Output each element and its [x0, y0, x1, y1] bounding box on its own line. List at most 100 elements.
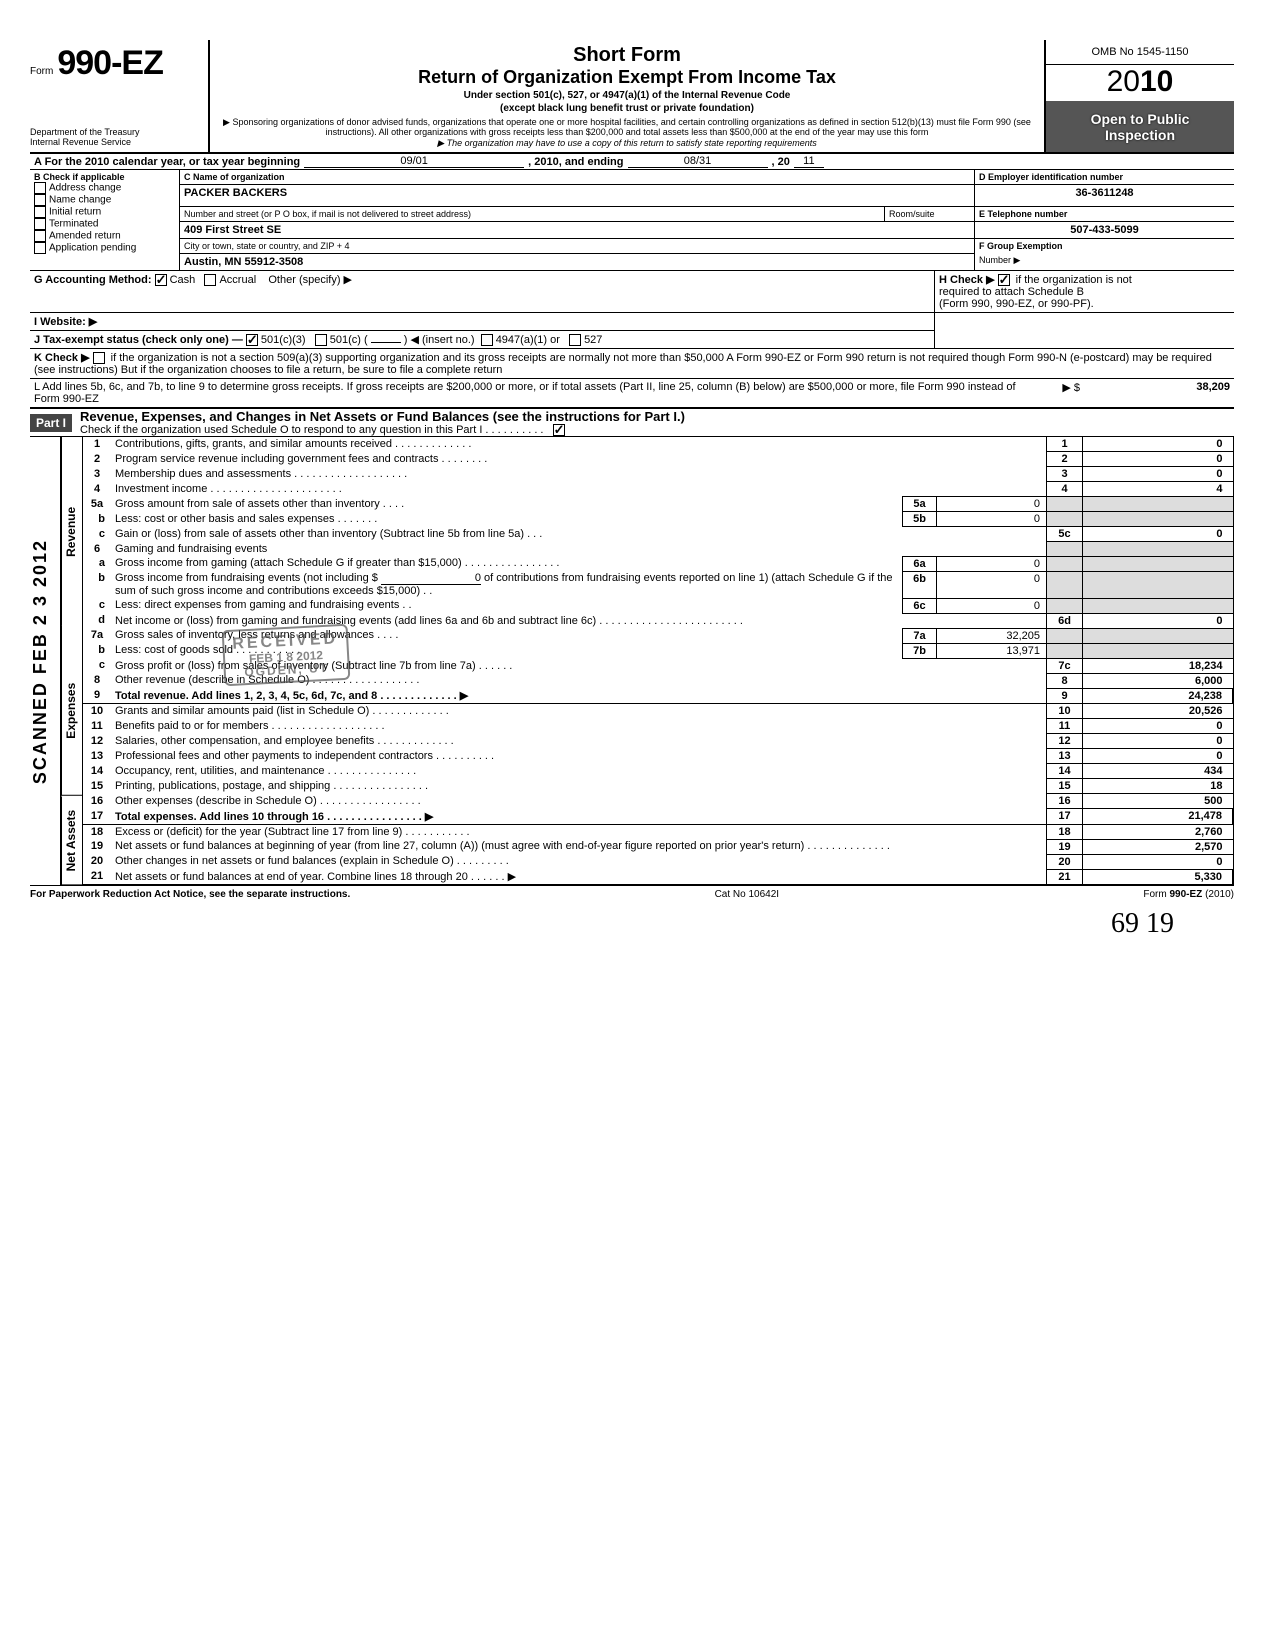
chk-K[interactable]	[93, 352, 105, 364]
J-o2b: ) ◀ (insert no.)	[404, 334, 475, 346]
l16-d: Other expenses (describe in Schedule O) …	[111, 794, 1047, 809]
l10-amt: 20,526	[1083, 704, 1233, 719]
l2-amt: 0	[1083, 452, 1233, 467]
l5c-n: c	[83, 527, 111, 542]
G-line: G Accounting Method: Cash Accrual Other …	[30, 271, 934, 312]
l7a-ma: 32,205	[937, 628, 1047, 643]
scanned-stamp-col: SCANNED FEB 2 3 2012	[30, 437, 60, 885]
l4-amt: 4	[1083, 482, 1233, 497]
line-17: 17Total expenses. Add lines 10 through 1…	[83, 809, 1233, 825]
l21-box: 21	[1047, 869, 1083, 885]
l12-d: Salaries, other compensation, and employ…	[111, 734, 1047, 749]
l10-n: 10	[83, 704, 111, 719]
A-mid: , 2010, and ending	[528, 156, 623, 168]
l4-box: 4	[1047, 482, 1083, 497]
A-yy: 11	[794, 155, 824, 168]
subtitle1: Under section 501(c), 527, or 4947(a)(1)…	[220, 90, 1034, 101]
l20-n: 20	[83, 854, 111, 869]
l2-n: 2	[83, 452, 111, 467]
dept2: Internal Revenue Service	[30, 138, 202, 148]
l7c-amt: 18,234	[1083, 658, 1233, 673]
l5a-sh2	[1083, 497, 1233, 512]
B-item-0: Address change	[34, 182, 175, 194]
J-line: J Tax-exempt status (check only one) — 5…	[30, 331, 934, 348]
l9-d: Total revenue. Add lines 1, 2, 3, 4, 5c,…	[111, 688, 1047, 704]
line-6: 6Gaming and fundraising events	[83, 542, 1233, 557]
l11-box: 11	[1047, 719, 1083, 734]
D-value: 36-3611248	[975, 185, 1234, 207]
line-5c: cGain or (loss) from sale of assets othe…	[83, 527, 1233, 542]
B-t5: Application pending	[49, 243, 136, 254]
chk-501c3[interactable]	[246, 334, 258, 346]
chk-amended[interactable]	[34, 230, 46, 242]
line-13: 13Professional fees and other payments t…	[83, 749, 1233, 764]
l6c-d: Less: direct expenses from gaming and fu…	[111, 598, 903, 613]
l6b-d1: Gross income from fundraising events (no…	[115, 572, 378, 584]
chk-4947[interactable]	[481, 334, 493, 346]
section-labels: Revenue Expenses Net Assets	[60, 437, 82, 885]
chk-527[interactable]	[569, 334, 581, 346]
l10-box: 10	[1047, 704, 1083, 719]
chk-part1-scheduleO[interactable]	[553, 424, 565, 436]
chk-name-change[interactable]	[34, 194, 46, 206]
l21-amt: 5,330	[1083, 869, 1233, 885]
line-21: 21Net assets or fund balances at end of …	[83, 869, 1233, 885]
lines-body: RECEIVED FEB 1 8 2012 OGDEN, UT 1Contrib…	[82, 437, 1234, 885]
l6a-d: Gross income from gaming (attach Schedul…	[111, 556, 903, 571]
l17-box: 17	[1047, 809, 1083, 825]
l18-n: 18	[83, 824, 111, 839]
l5a-n: 5a	[83, 497, 111, 512]
l5a-mb: 5a	[903, 497, 937, 512]
open1: Open to Public	[1091, 111, 1190, 127]
header-mid: Short Form Return of Organization Exempt…	[210, 40, 1044, 152]
scanned-stamp: SCANNED FEB 2 3 2012	[30, 539, 60, 784]
line-A: A For the 2010 calendar year, or tax yea…	[30, 154, 1234, 170]
label-netassets: Net Assets	[61, 796, 83, 885]
chk-terminated[interactable]	[34, 218, 46, 230]
line-6c: cLess: direct expenses from gaming and f…	[83, 598, 1233, 613]
F-label: F Group Exemption	[975, 239, 1234, 253]
chk-H[interactable]	[998, 274, 1010, 286]
l6b-mid: 0	[381, 572, 481, 585]
dept-treasury: Department of the Treasury Internal Reve…	[30, 128, 202, 148]
chk-addr-change[interactable]	[34, 182, 46, 194]
B-item-1: Name change	[34, 194, 175, 206]
chk-501c[interactable]	[315, 334, 327, 346]
B-item-5: Application pending	[34, 242, 175, 254]
l19-d: Net assets or fund balances at beginning…	[111, 839, 1047, 854]
L-arrow: ▶ $	[1024, 379, 1084, 407]
form-word: Form	[30, 66, 53, 77]
l5a-sh	[1047, 497, 1083, 512]
B-t0: Address change	[49, 183, 121, 194]
l14-amt: 434	[1083, 764, 1233, 779]
l5b-ma: 0	[937, 512, 1047, 527]
line-12: 12Salaries, other compensation, and empl…	[83, 734, 1233, 749]
l15-n: 15	[83, 779, 111, 794]
J-o1: 501(c)(3)	[261, 334, 306, 346]
line-9: 9Total revenue. Add lines 1, 2, 3, 4, 5c…	[83, 688, 1233, 704]
l6b-mb: 6b	[903, 571, 937, 598]
J-label: J Tax-exempt status (check only one) —	[34, 334, 243, 346]
handwritten-note: 69 19	[30, 900, 1234, 940]
label-expenses: Expenses	[61, 626, 83, 796]
l6-sh2	[1083, 542, 1233, 557]
l7a-n: 7a	[83, 628, 111, 643]
l6-d: Gaming and fundraising events	[111, 542, 1047, 557]
line-5b: bLess: cost or other basis and sales exp…	[83, 512, 1233, 527]
chk-cash[interactable]	[155, 274, 167, 286]
title-short-form: Short Form	[220, 44, 1034, 67]
K-cell: K Check ▶ if the organization is not a s…	[30, 349, 1234, 378]
l6b-n: b	[83, 571, 111, 598]
chk-initial[interactable]	[34, 206, 46, 218]
l5c-amt: 0	[1083, 527, 1233, 542]
chk-app-pending[interactable]	[34, 242, 46, 254]
G-label: G Accounting Method:	[34, 274, 152, 286]
subtitle2: (except black lung benefit trust or priv…	[220, 103, 1034, 114]
chk-accrual[interactable]	[204, 274, 216, 286]
l5a-ma: 0	[937, 497, 1047, 512]
line-6a: aGross income from gaming (attach Schedu…	[83, 556, 1233, 571]
l6b-sh	[1047, 571, 1083, 598]
H-line2: required to attach Schedule B	[939, 286, 1084, 298]
line-20: 20Other changes in net assets or fund ba…	[83, 854, 1233, 869]
omb-number: OMB No 1545-1150	[1046, 40, 1234, 65]
